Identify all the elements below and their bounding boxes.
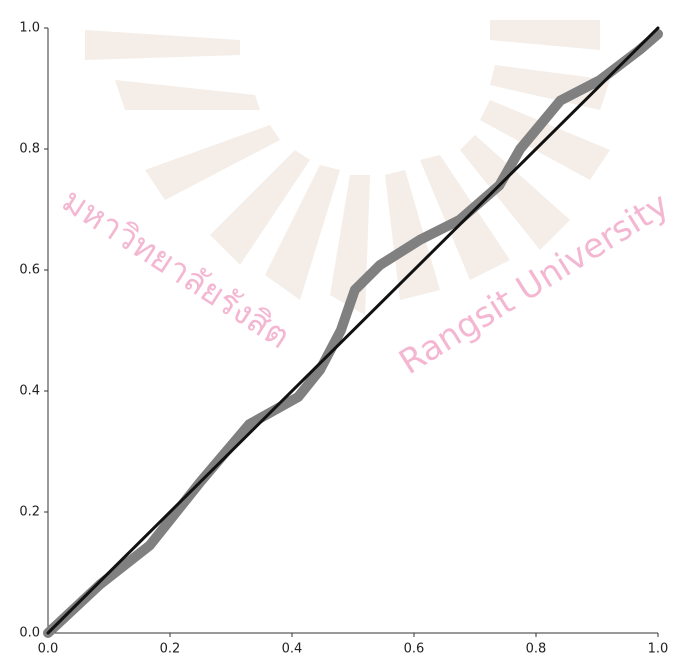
y-tick-label: 0.0 <box>19 626 40 641</box>
x-tick-label: 0.8 <box>526 642 547 657</box>
y-tick-label: 0.6 <box>19 263 40 278</box>
y-tick-label: 0.2 <box>19 505 40 520</box>
watermark-rays <box>85 20 610 315</box>
x-tick-label: 1.0 <box>648 642 669 657</box>
series-line <box>43 29 663 638</box>
x-tick-label: 0.4 <box>282 642 303 657</box>
y-tick-label: 0.4 <box>19 384 40 399</box>
x-tick-label: 0.0 <box>38 642 59 657</box>
series-line <box>46 26 660 635</box>
x-tick-label: 0.6 <box>404 642 425 657</box>
x-tick-label: 0.2 <box>160 642 181 657</box>
y-tick-label: 0.8 <box>19 142 40 157</box>
y-tick-label: 1.0 <box>19 21 40 36</box>
